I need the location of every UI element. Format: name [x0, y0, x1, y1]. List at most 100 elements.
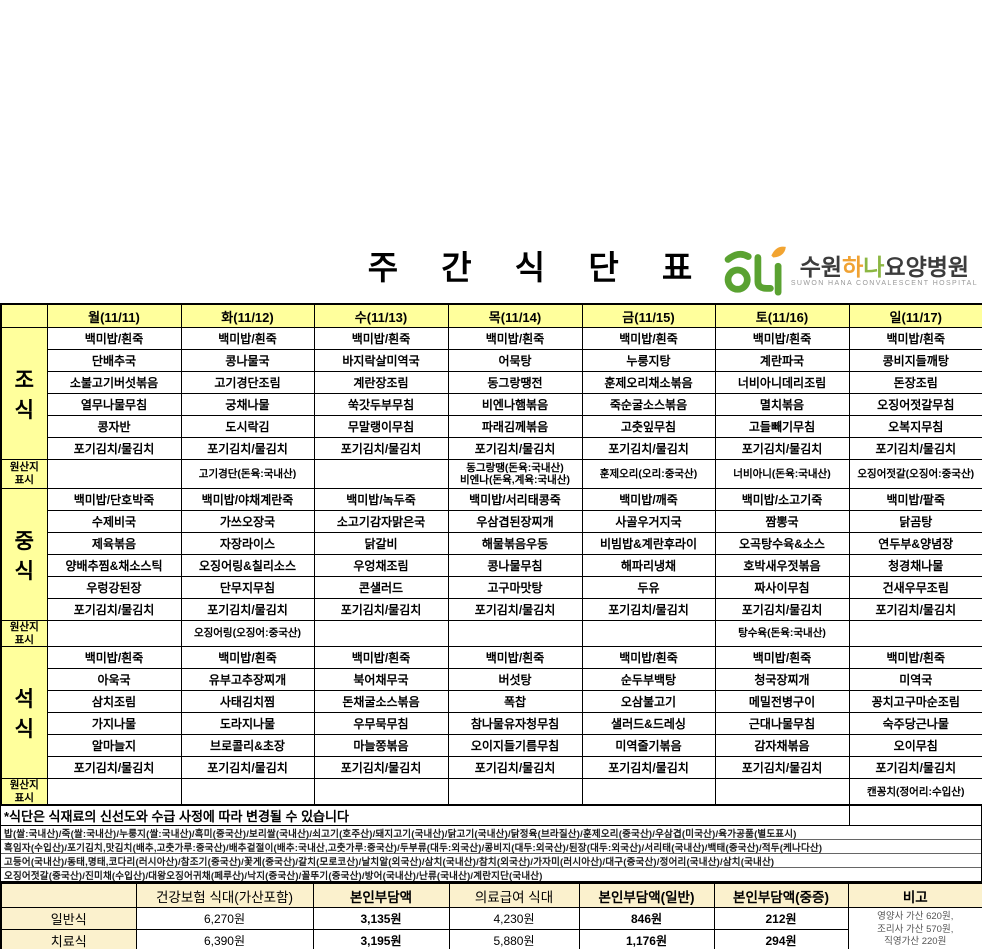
- origin-row: 원산지 표시 오징어링(오징어:중국산) 탕수육(돈육:국내산): [0, 619, 982, 648]
- meal-label-char: 식: [14, 559, 34, 583]
- menu-item-cell: 백미밥/팥죽: [848, 488, 982, 511]
- menu-row: 단배추국 콩나물국 바지락살미역국 어묵탕 누룽지탕 계란파국 콩비지들깨탕: [1, 349, 982, 372]
- menu-item-cell: 백미밥/흰죽: [447, 646, 583, 670]
- day-header-cell: 금(11/15): [581, 303, 716, 328]
- menu-item-cell: 오삼불고기: [581, 690, 716, 714]
- menu-item-cell: 백미밥/흰죽: [848, 646, 982, 670]
- menu-row: 우렁강된장 단무지무침 콘샐러드 고구마맛탕 두유 짜사이무침 건새우무조림: [1, 576, 982, 599]
- menu-item-cell: 메밀전병구이: [714, 690, 850, 714]
- menu-item-cell: 백미밥/소고기죽: [714, 488, 850, 511]
- day-header-cell: 토(11/16): [714, 303, 850, 328]
- menu-item-cell: 근대나물무침: [714, 712, 850, 736]
- menu-item-cell: 건새우무조림: [848, 576, 982, 599]
- hospital-name: 수원하나요양병원 SUWON HANA CONVALESCENT HOSPITA…: [791, 255, 978, 287]
- menu-item-cell: 멸치볶음: [714, 393, 850, 416]
- menu-item-cell: 동그랑땡전: [447, 371, 583, 394]
- origin-info-cell: [313, 778, 449, 806]
- menu-item-cell: 북어채무국: [313, 668, 449, 692]
- day-header-cell: 월(11/11): [46, 303, 182, 328]
- origin-note-line: 흑임자(수입산)/포기김치,맛김치(배추,고춧가루:중국산)/배추겉절이(배추:…: [1, 839, 981, 854]
- menu-item-cell: 백미밥/흰죽: [581, 327, 716, 350]
- menu-item-cell: 포기김치/물김치: [581, 756, 716, 780]
- price-header-insurance: 건강보험 식대(가산포함): [135, 882, 314, 909]
- menu-item-cell: 삼치조림: [46, 690, 182, 714]
- menu-item-cell: 비엔나햄볶음: [447, 393, 583, 416]
- menu-item-cell: 마늘쫑볶음: [313, 734, 449, 758]
- menu-item-cell: 포기김치/물김치: [313, 598, 449, 621]
- menu-row: 포기김치/물김치 포기김치/물김치 포기김치/물김치 포기김치/물김치 포기김치/물김치…: [1, 756, 982, 780]
- menu-row: 포기김치/물김치 포기김치/물김치 포기김치/물김치 포기김치/물김치 포기김치/물김치…: [1, 598, 982, 621]
- meal-label-char: 식: [14, 717, 34, 741]
- meal-label-char: 중: [14, 529, 34, 553]
- menu-item-cell: 고기경단조림: [180, 371, 315, 394]
- hospital-name-hana1: 하: [842, 253, 864, 280]
- menu-item-cell: 오복지무침: [848, 415, 982, 438]
- menu-item-cell: 훈제오리채소볶음: [581, 371, 716, 394]
- menu-item-cell: 콩자반: [46, 415, 182, 438]
- origin-info-cell: 캔꽁치(정어리:수입산): [848, 778, 982, 806]
- page-header: 주 간 식 단 표 수원하나요양병원 SUWON HANA CONVALESCE…: [0, 0, 982, 303]
- origin-info-cell: [46, 459, 182, 489]
- menu-item-cell: 쑥갓두부무침: [313, 393, 449, 416]
- price-value: 4,230원: [448, 907, 580, 931]
- origin-info-cell: 고기경단(돈육:국내산): [180, 459, 315, 489]
- origin-info-cell: [447, 619, 583, 648]
- price-remark-cell: 영양사 가산 620원, 조리사 가산 570원, 직영가산 220원: [847, 907, 982, 949]
- origin-info-cell: [447, 778, 583, 806]
- price-value: 846원: [578, 907, 715, 931]
- menu-item-cell: 고들빼기무침: [714, 415, 850, 438]
- menu-item-cell: 포기김치/물김치: [447, 437, 583, 460]
- menu-item-cell: 죽순굴소스볶음: [581, 393, 716, 416]
- menu-item-cell: 사태김치찜: [180, 690, 315, 714]
- menu-item-cell: 오징어링&칠리소스: [180, 554, 315, 577]
- menu-item-cell: 열무나물무침: [46, 393, 182, 416]
- menu-item-cell: 숙주당근나물: [848, 712, 982, 736]
- menu-item-cell: 콩나물국: [180, 349, 315, 372]
- menu-item-cell: 궁채나물: [180, 393, 315, 416]
- menu-item-cell: 폭찹: [447, 690, 583, 714]
- origin-info-cell: [313, 459, 449, 489]
- menu-item-cell: 고구마맛탕: [447, 576, 583, 599]
- origin-info-cell: [714, 778, 850, 806]
- menu-item-cell: 포기김치/물김치: [180, 756, 315, 780]
- menu-item-cell: 가지나물: [46, 712, 182, 736]
- menu-item-cell: 청경채나물: [848, 554, 982, 577]
- menu-item-cell: 포기김치/물김치: [581, 598, 716, 621]
- meal-label-char: 식: [14, 398, 34, 422]
- menu-item-cell: 포기김치/물김치: [848, 756, 982, 780]
- price-row-therapeutic: 치료식 6,390원 3,195원 5,880원 1,176원 294원: [0, 929, 982, 949]
- remark-line: 조리사 가산 570원,: [877, 923, 954, 935]
- menu-item-cell: 바지락살미역국: [313, 349, 449, 372]
- origin-info-cell: 탕수육(돈육:국내산): [714, 619, 850, 648]
- weekly-menu-table: 월(11/11) 화(11/12) 수(11/13) 목(11/14) 금(11/15)…: [0, 303, 982, 807]
- menu-item-cell: 백미밥/흰죽: [46, 327, 182, 350]
- menu-row: 포기김치/물김치 포기김치/물김치 포기김치/물김치 포기김치/물김치 포기김치/물김치…: [1, 437, 982, 460]
- menu-item-cell: 콘샐러드: [313, 576, 449, 599]
- menu-item-cell: 짜사이무침: [714, 576, 850, 599]
- origin-info-cell: 너비아니(돈육:국내산): [714, 459, 850, 489]
- menu-item-cell: 해물볶음우동: [447, 532, 583, 555]
- menu-item-cell: 감자채볶음: [714, 734, 850, 758]
- origin-info-cell: [180, 778, 315, 806]
- menu-item-cell: 포기김치/물김치: [581, 437, 716, 460]
- price-header-copay-general: 본인부담액(일반): [578, 882, 715, 909]
- menu-item-cell: 소고기감자맑은국: [313, 510, 449, 533]
- menu-item-cell: 아욱국: [46, 668, 182, 692]
- menu-item-cell: 콩비지들깨탕: [848, 349, 982, 372]
- menu-item-cell: 포기김치/물김치: [46, 437, 182, 460]
- menu-item-cell: 너비아니데리조림: [714, 371, 850, 394]
- menu-item-cell: 포기김치/물김치: [313, 756, 449, 780]
- menu-row: 알마늘지 브로콜리&초장 마늘쫑볶음 오이지들기름무침 미역줄기볶음 감자채볶음 오이무침: [1, 734, 982, 758]
- menu-item-cell: 백미밥/깨죽: [581, 488, 716, 511]
- origin-info-cell: [581, 778, 716, 806]
- menu-item-cell: 돈장조림: [848, 371, 982, 394]
- menu-row: 아욱국 유부고추장찌개 북어채무국 버섯탕 순두부백탕 청국장찌개 미역국: [1, 668, 982, 692]
- price-row-general: 일반식 6,270원 3,135원 4,230원 846원 212원 영양사 가…: [0, 907, 982, 949]
- page-title: 주 간 식 단 표: [367, 249, 710, 286]
- price-header-remark: 비고: [847, 882, 982, 909]
